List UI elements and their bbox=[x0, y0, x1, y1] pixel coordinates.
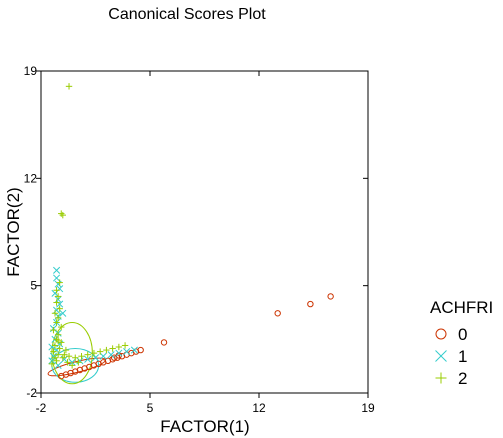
point-group-0 bbox=[327, 293, 334, 300]
point-group-2 bbox=[51, 354, 59, 361]
point-group-1 bbox=[59, 309, 67, 317]
point-group-1 bbox=[99, 352, 107, 360]
point-group-2 bbox=[58, 339, 65, 346]
point-group-2 bbox=[50, 348, 57, 355]
point-group-2 bbox=[54, 293, 62, 300]
point-group-2 bbox=[65, 353, 73, 360]
point-group-2 bbox=[56, 345, 63, 352]
point-group-2 bbox=[53, 357, 60, 364]
point-group-2 bbox=[58, 323, 65, 331]
confidence-ellipses bbox=[47, 321, 107, 385]
point-group-2 bbox=[59, 211, 66, 219]
point-group-0 bbox=[307, 300, 314, 308]
point-group-1 bbox=[107, 351, 115, 359]
point-group-1 bbox=[115, 349, 123, 357]
point-group-2 bbox=[65, 83, 73, 90]
point-group-1 bbox=[76, 357, 84, 365]
legend-entries: 0 1 2 bbox=[435, 325, 467, 388]
legend-title: ACHFRI bbox=[430, 298, 493, 317]
point-group-2 bbox=[53, 287, 60, 294]
point-group-2 bbox=[56, 279, 63, 286]
point-group-1 bbox=[53, 266, 61, 274]
point-group-2 bbox=[121, 342, 129, 349]
point-group-2 bbox=[51, 310, 59, 317]
axis-ticks: -2 5 12 19 -2 5 12 19 bbox=[24, 64, 375, 415]
point-group-1 bbox=[49, 352, 58, 360]
point-group-2 bbox=[58, 210, 65, 217]
chart-title: Canonical Scores Plot bbox=[108, 6, 266, 23]
y-tick-label: -2 bbox=[26, 386, 37, 400]
point-group-2 bbox=[109, 345, 116, 352]
point-group-2 bbox=[48, 360, 56, 368]
point-group-2 bbox=[51, 342, 59, 349]
point-group-2 bbox=[62, 346, 70, 354]
point-group-0 bbox=[58, 372, 65, 380]
point-group-2 bbox=[90, 349, 98, 357]
plot-frame bbox=[40, 70, 369, 394]
legend-marker-2 bbox=[435, 372, 447, 384]
legend-label-0: 0 bbox=[458, 325, 467, 344]
point-group-2 bbox=[50, 326, 57, 334]
point-group-1 bbox=[60, 355, 68, 363]
point-group-0 bbox=[160, 339, 168, 346]
x-axis-label: FACTOR(1) bbox=[160, 417, 249, 436]
point-group-2 bbox=[103, 346, 110, 354]
point-group-1 bbox=[53, 274, 61, 282]
point-group-2 bbox=[78, 353, 85, 360]
point-group-2 bbox=[54, 314, 62, 322]
point-group-1 bbox=[84, 355, 92, 363]
point-group-2 bbox=[72, 354, 79, 361]
legend-marker-1 bbox=[435, 350, 447, 362]
data-points bbox=[48, 83, 334, 380]
point-group-1 bbox=[91, 354, 100, 362]
point-group-1 bbox=[56, 300, 64, 308]
y-tick-label: 5 bbox=[30, 279, 37, 293]
point-group-2 bbox=[53, 336, 60, 343]
y-axis-label: FACTOR(2) bbox=[4, 187, 23, 276]
point-group-1 bbox=[56, 340, 64, 348]
legend-marker-0 bbox=[435, 328, 447, 340]
x-tick-label: 5 bbox=[147, 401, 154, 415]
point-group-2 bbox=[75, 359, 82, 366]
legend: ACHFRI 0 1 2 bbox=[430, 298, 493, 388]
x-tick-label: -2 bbox=[36, 401, 47, 415]
point-group-2 bbox=[96, 348, 104, 355]
point-group-2 bbox=[64, 359, 71, 366]
point-group-1 bbox=[130, 346, 138, 354]
point-group-1 bbox=[48, 343, 56, 351]
point-group-2 bbox=[54, 351, 62, 358]
x-tick-label: 19 bbox=[361, 401, 375, 415]
point-group-2 bbox=[61, 351, 68, 358]
point-group-0 bbox=[274, 310, 281, 317]
point-group-2 bbox=[53, 299, 60, 306]
point-group-1 bbox=[123, 348, 131, 356]
point-group-2 bbox=[54, 331, 62, 338]
point-group-1 bbox=[51, 289, 59, 297]
y-tick-label: 12 bbox=[24, 171, 38, 185]
point-group-2 bbox=[115, 343, 123, 351]
point-group-2 bbox=[68, 362, 76, 369]
point-group-1 bbox=[54, 280, 62, 288]
point-group-2 bbox=[56, 305, 63, 312]
point-group-1 bbox=[53, 306, 61, 314]
legend-label-2: 2 bbox=[458, 369, 467, 388]
point-group-2 bbox=[59, 354, 66, 361]
point-group-2 bbox=[84, 351, 91, 358]
point-group-1 bbox=[53, 346, 61, 354]
legend-label-1: 1 bbox=[458, 347, 467, 366]
y-tick-label: 19 bbox=[24, 64, 38, 78]
point-group-2 bbox=[53, 319, 60, 326]
point-group-1 bbox=[54, 361, 62, 369]
x-tick-label: 12 bbox=[252, 401, 266, 415]
point-group-2 bbox=[54, 337, 62, 345]
